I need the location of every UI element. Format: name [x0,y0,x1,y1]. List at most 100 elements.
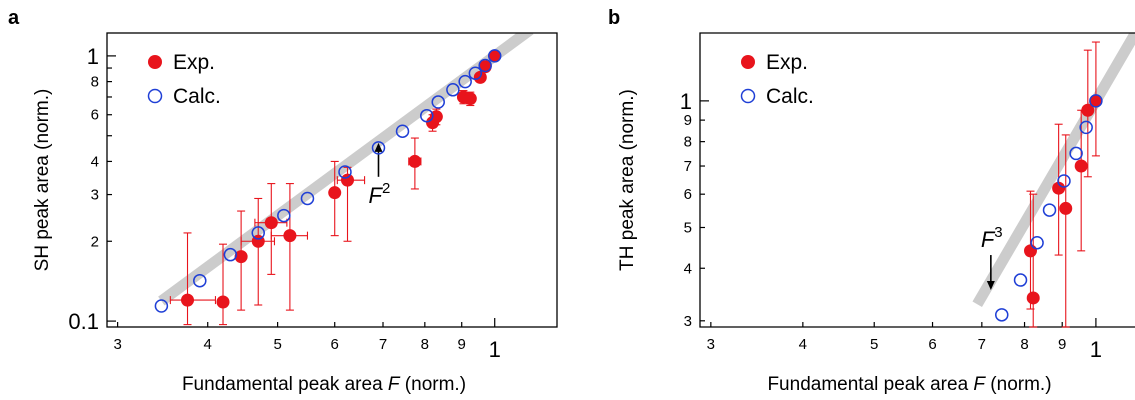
calc-point [223,247,238,262]
legend-marker-exp [741,55,755,69]
exp-point [1089,94,1103,108]
x-tick-label: 3 [707,336,715,353]
calc-point [251,226,265,240]
y-tick-label: 1 [680,89,692,114]
y-tick-label: 0.1 [68,309,99,334]
exp-point [341,173,355,187]
y-tick-label: 2 [91,233,99,250]
x-axis-label-prefix: Fundamental peak area [767,374,973,395]
y-tick-label: 9 [684,112,692,129]
plot-frame [699,32,1135,328]
x-tick-label: 5 [273,336,281,353]
y-tick-label: 1 [87,44,99,69]
legend-label: Exp. [173,51,215,74]
calc-point [395,124,410,138]
calc-point [338,165,352,179]
y-tick-label: 4 [91,153,99,170]
calc-point [487,49,502,63]
x-tick-label: 8 [421,336,429,353]
exp-point [1026,291,1040,305]
exp-point [283,229,297,243]
y-tick-label: 7 [684,158,692,175]
calc-point [1089,94,1103,108]
y-tick-label: 8 [91,74,99,91]
x-tick-label: 4 [799,336,807,353]
exp-point [1081,103,1095,117]
y-tick-label: 5 [684,219,692,236]
exp-point [1059,201,1073,215]
calc-point [1079,120,1093,135]
exp-point [264,216,278,230]
x-tick-label: 9 [458,336,466,353]
legend-label: Calc. [766,85,814,108]
x-tick-label: 6 [928,336,936,353]
x-tick-label: 7 [978,336,986,353]
calc-point [1013,273,1028,287]
x-tick-label: 5 [870,336,878,353]
y-tick-label: 8 [684,134,692,151]
exp-point [234,250,248,264]
x-axis-label-suffix: (norm.) [985,374,1052,395]
x-tick-label: 9 [1058,336,1066,353]
legend-label: Exp. [766,51,808,74]
calc-point [371,141,386,155]
x-tick-label: 3 [113,336,121,353]
y-axis-label: SH peak area (norm.) [32,89,53,272]
exp-point [463,92,477,106]
x-axis-label-var: F [388,374,401,395]
calc-point [468,66,483,81]
legend-marker-exp [148,55,162,69]
annotation-base: F [981,227,996,252]
annotation-label: F3 [981,224,1003,252]
trend-line [972,33,1135,307]
annotation-arrowhead [986,281,995,291]
calc-point [995,308,1009,322]
y-tick-label: 3 [684,313,692,330]
calc-point [420,108,434,123]
annotation-sup: 2 [382,180,390,197]
calc-point [1057,174,1071,188]
exp-point [1052,181,1066,195]
calc-point [458,74,472,89]
y-tick-label: 3 [91,187,99,204]
exp-point [181,293,195,307]
exp-point [408,154,422,168]
x-tick-label: 7 [379,336,387,353]
exp-point [216,295,230,309]
panel-a: a 3 4 5 6 7 8 9 1 0.1 2 3 4 6 8 1 SH peak area (norm.) Fu… [8,7,558,395]
calc-point [277,208,291,223]
y-axis-label: TH peak area (norm.) [617,89,638,271]
x-tick-label: 4 [204,336,212,353]
exp-point [488,49,502,63]
plot-frame [106,32,558,328]
x-tick-label: 1 [489,337,501,362]
y-tick-label: 6 [91,107,99,124]
x-axis-label-var: F [973,374,986,395]
calc-point [1030,235,1044,250]
calc-point [1042,203,1057,217]
exp-point [328,186,342,200]
x-axis-label: Fundamental peak area F (norm.) [767,374,1051,395]
x-tick-label: 8 [1020,336,1028,353]
legend-label: Calc. [173,85,221,108]
y-tick-label: 6 [684,186,692,203]
annotation-sup: 3 [994,224,1002,241]
legend-marker-calc [740,88,756,104]
x-axis-label-prefix: Fundamental peak area [182,374,388,395]
calc-point [1069,146,1083,161]
calc-point [446,83,460,97]
calc-point [478,58,492,73]
x-tick-label: 6 [331,336,339,353]
annotation-arrowhead [374,142,383,152]
x-tick-label: 1 [1090,337,1102,362]
exp-point [1074,159,1088,173]
calc-point [193,273,207,288]
calc-point [154,299,169,313]
exp-point [1023,244,1037,258]
calc-point [300,191,315,206]
x-axis-label-suffix: (norm.) [400,374,467,395]
y-tick-label: 4 [684,260,692,277]
x-axis-label: Fundamental peak area F (norm.) [182,374,466,395]
